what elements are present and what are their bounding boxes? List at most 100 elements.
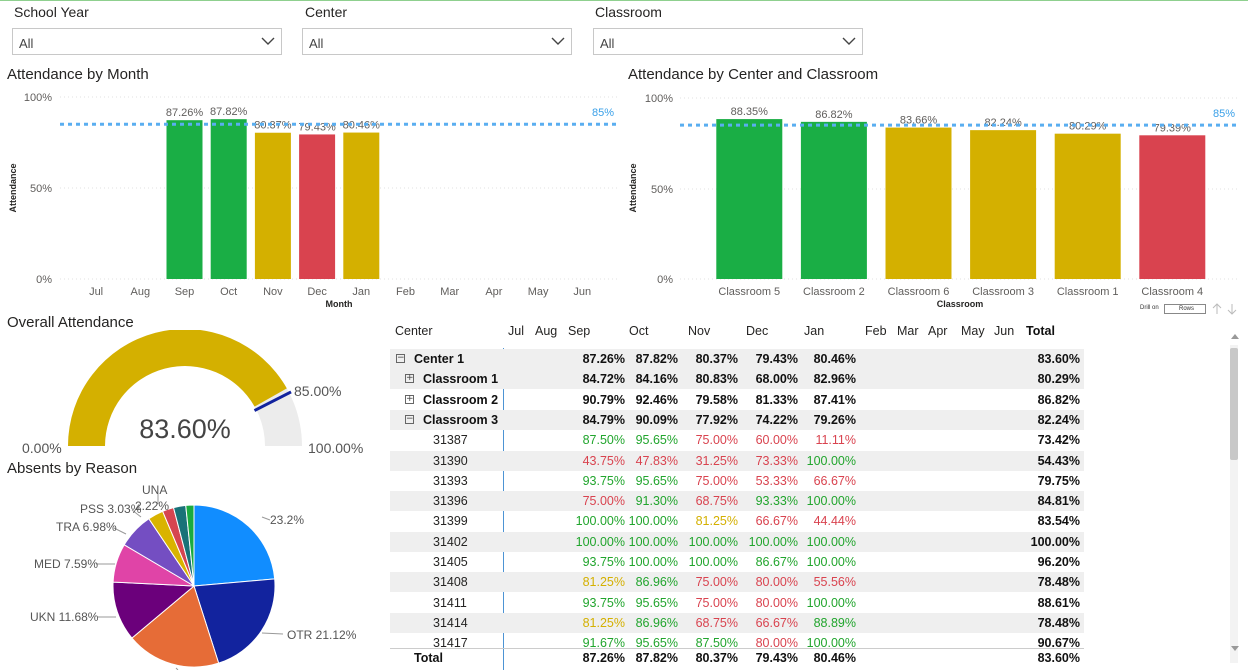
month-x-axis-title: Month <box>326 299 353 309</box>
expand-icon[interactable]: + <box>405 393 414 404</box>
bar[interactable] <box>299 134 336 279</box>
table-row: 31387 87.50% 95.65% 75.00% 60.00% 11.11% 73.42… <box>390 430 1084 450</box>
table-cell: 55.56% <box>813 575 856 590</box>
collapse-icon[interactable]: − <box>405 413 414 424</box>
matrix-column-header[interactable]: Feb <box>865 324 887 338</box>
pie-slice[interactable] <box>193 504 276 587</box>
pie-label-otr: OTR 21.12% <box>287 628 357 642</box>
matrix-column-header[interactable]: Dec <box>746 324 769 338</box>
pie-slice[interactable] <box>112 581 196 639</box>
bar[interactable] <box>343 132 380 279</box>
matrix-scrollbar[interactable] <box>1230 345 1238 663</box>
grand-total-cell: 83.60% <box>1037 651 1080 665</box>
row-header: 31387 <box>433 433 468 448</box>
attendance-matrix: Center Jul Aug Sep Oct Nov Dec Jan Feb Mar Apr May J… <box>390 318 1090 670</box>
bar[interactable] <box>210 119 247 279</box>
total-cell: 79.43% <box>755 651 798 665</box>
table-cell: 87.50% <box>582 433 625 448</box>
bar-data-label: 86.82% <box>815 109 853 121</box>
bar[interactable] <box>1139 135 1206 279</box>
table-cell: 90.79% <box>582 392 625 407</box>
table-cell: 31.25% <box>695 453 738 468</box>
classroom-dropdown-value: All <box>600 36 615 51</box>
pie-slice[interactable] <box>193 578 276 664</box>
pie-slice[interactable] <box>131 585 220 668</box>
matrix-column-header[interactable]: Sep <box>568 324 591 338</box>
table-cell: 86.67% <box>755 555 798 569</box>
matrix-column-header[interactable]: Jan <box>804 324 825 338</box>
table-cell: 100.00% <box>806 555 856 569</box>
table-cell: 86.96% <box>635 575 678 590</box>
school-year-dropdown[interactable]: All <box>12 28 282 55</box>
bar-data-label: 82.24% <box>984 117 1022 129</box>
drill-up-arrow-icon[interactable] <box>1212 303 1222 315</box>
bar[interactable] <box>254 132 291 279</box>
table-row: 31390 43.75% 47.83% 31.25% 73.33% 100.00% 54.4… <box>390 450 1084 471</box>
bar[interactable] <box>970 130 1037 279</box>
chevron-down-icon <box>842 37 856 45</box>
table-cell: 100.00% <box>806 534 856 549</box>
bar[interactable] <box>716 119 783 279</box>
matrix-column-header[interactable]: Oct <box>629 324 649 338</box>
table-cell: 75.00% <box>582 494 625 509</box>
bar[interactable] <box>1054 133 1121 279</box>
total-cell: 87.82% <box>635 651 678 665</box>
bar[interactable] <box>885 127 952 279</box>
table-cell: 68.75% <box>695 494 738 509</box>
x-tick-label: Classroom 3 <box>972 286 1034 298</box>
row-header: Classroom 3 <box>423 412 499 427</box>
matrix-column-header[interactable]: Center <box>395 324 433 338</box>
matrix-column-header[interactable]: Total <box>1026 324 1055 338</box>
center-dropdown[interactable]: All <box>302 28 572 55</box>
table-cell: 75.00% <box>695 473 738 488</box>
row-total-cell: 100.00% <box>1030 534 1080 549</box>
table-row: 31393 93.75% 95.65% 75.00% 53.33% 66.67% 79.75… <box>390 471 1084 491</box>
table-cell: 68.75% <box>695 615 738 630</box>
table-cell: 75.00% <box>695 575 738 590</box>
x-tick-label: Classroom 4 <box>1141 286 1203 298</box>
bar-data-label: 88.35% <box>731 106 769 118</box>
scroll-up-icon[interactable] <box>1231 333 1239 339</box>
matrix-column-header[interactable]: Mar <box>897 324 919 338</box>
table-cell: 87.41% <box>813 392 856 407</box>
table-cell: 11.11% <box>815 433 856 448</box>
row-total-cell: 88.61% <box>1037 595 1080 610</box>
bar[interactable] <box>166 120 203 279</box>
table-cell: 100.00% <box>688 555 738 569</box>
collapse-icon[interactable]: − <box>396 353 405 363</box>
school-year-dropdown-value: All <box>19 36 34 51</box>
x-tick-label: Jun <box>573 286 591 298</box>
attendance-by-month-chart: 100% 50% 0% Attendance Month Jul Aug Sep 87… <box>8 92 618 309</box>
table-cell: 80.46% <box>813 352 856 366</box>
scroll-down-icon[interactable] <box>1231 646 1239 652</box>
table-cell: 100.00% <box>688 534 738 549</box>
classroom-dropdown[interactable]: All <box>593 28 863 55</box>
pie-slice[interactable] <box>185 504 195 587</box>
row-total-cell: 83.60% <box>1037 352 1080 366</box>
matrix-scrollbar-thumb[interactable] <box>1230 348 1238 460</box>
matrix-column-header[interactable]: May <box>961 324 985 338</box>
school-year-slicer-label: School Year <box>14 4 89 20</box>
row-header: 31399 <box>433 514 468 529</box>
matrix-column-header[interactable]: Jul <box>508 324 524 338</box>
matrix-column-header[interactable]: Nov <box>688 324 711 338</box>
month-chart-title: Attendance by Month <box>7 66 149 83</box>
classroom-chart-title: Attendance by Center and Classroom <box>628 66 879 83</box>
matrix-column-header[interactable]: Aug <box>535 324 558 338</box>
drill-on-select[interactable]: Rows <box>1164 304 1206 314</box>
matrix-column-header[interactable]: Apr <box>928 324 948 338</box>
bar-data-label: 80.46% <box>343 120 381 132</box>
expand-icon[interactable]: + <box>405 373 414 384</box>
matrix-column-header[interactable]: Jun <box>994 324 1015 338</box>
row-total-cell: 54.43% <box>1037 453 1080 468</box>
drill-on-label: Drill on <box>1140 305 1159 311</box>
table-cell: 77.92% <box>695 412 738 427</box>
y-tick-100: 100% <box>645 93 673 105</box>
bar[interactable] <box>800 121 867 279</box>
row-header: 31405 <box>433 555 468 569</box>
pie-label-ukn: UKN 11.68% <box>30 610 99 624</box>
table-row: 31396 75.00% 91.30% 68.75% 93.33% 100.00% 84.8… <box>390 491 1084 512</box>
drill-down-arrow-icon[interactable] <box>1227 303 1237 315</box>
table-cell: 80.00% <box>755 636 798 651</box>
table-cell: 88.89% <box>813 615 856 630</box>
